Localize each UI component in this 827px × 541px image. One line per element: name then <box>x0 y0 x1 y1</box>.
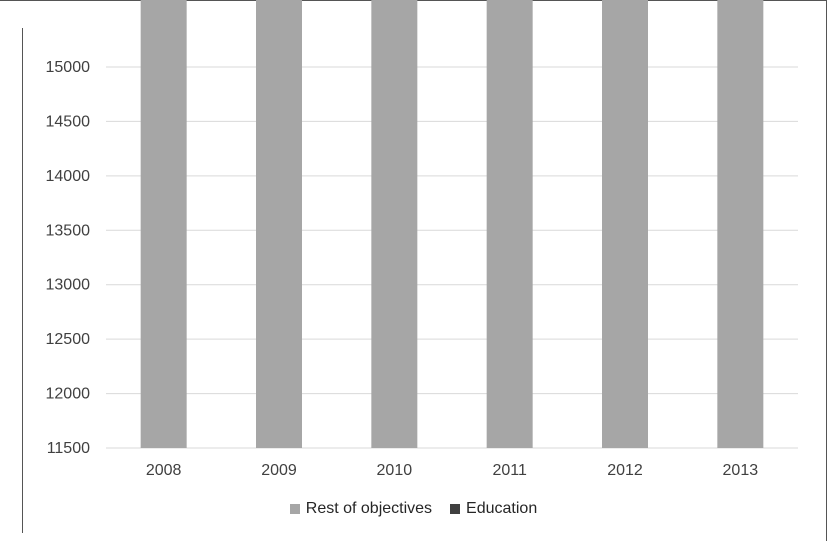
y-tick-label: 14500 <box>46 113 91 130</box>
x-tick-label: 2009 <box>261 462 297 479</box>
legend-label-rest: Rest of objectives <box>305 500 433 517</box>
y-tick-label: 12000 <box>46 386 91 403</box>
legend-label-education: Education <box>466 500 538 517</box>
bar-rest-of-objectives <box>371 0 418 448</box>
x-tick-label: 2013 <box>723 462 759 479</box>
frame-left-border <box>22 28 23 533</box>
legend-item-education: Education <box>450 500 537 518</box>
y-tick-label: 15000 <box>46 59 91 76</box>
y-tick-label: 14000 <box>46 168 91 185</box>
y-tick-label: 13000 <box>46 277 91 294</box>
bar-rest-of-objectives <box>602 0 648 448</box>
bar-rest-of-objectives <box>717 0 764 448</box>
legend-swatch-education <box>450 504 461 514</box>
legend-swatch-rest <box>289 504 300 514</box>
bar-rest-of-objectives <box>256 0 302 448</box>
legend: Rest of objectives Education <box>0 500 827 518</box>
bar-rest-of-objectives <box>486 0 533 448</box>
y-tick-label: 12500 <box>46 331 91 348</box>
y-tick-label: 11500 <box>47 440 90 457</box>
x-tick-label: 2011 <box>492 462 527 479</box>
x-tick-label: 2008 <box>146 462 182 479</box>
x-tick-label: 2010 <box>377 462 413 479</box>
x-tick-label: 2012 <box>607 462 643 479</box>
legend-item-rest: Rest of objectives <box>289 500 433 518</box>
y-tick-label: 13500 <box>46 222 91 239</box>
bar-rest-of-objectives <box>140 0 187 448</box>
